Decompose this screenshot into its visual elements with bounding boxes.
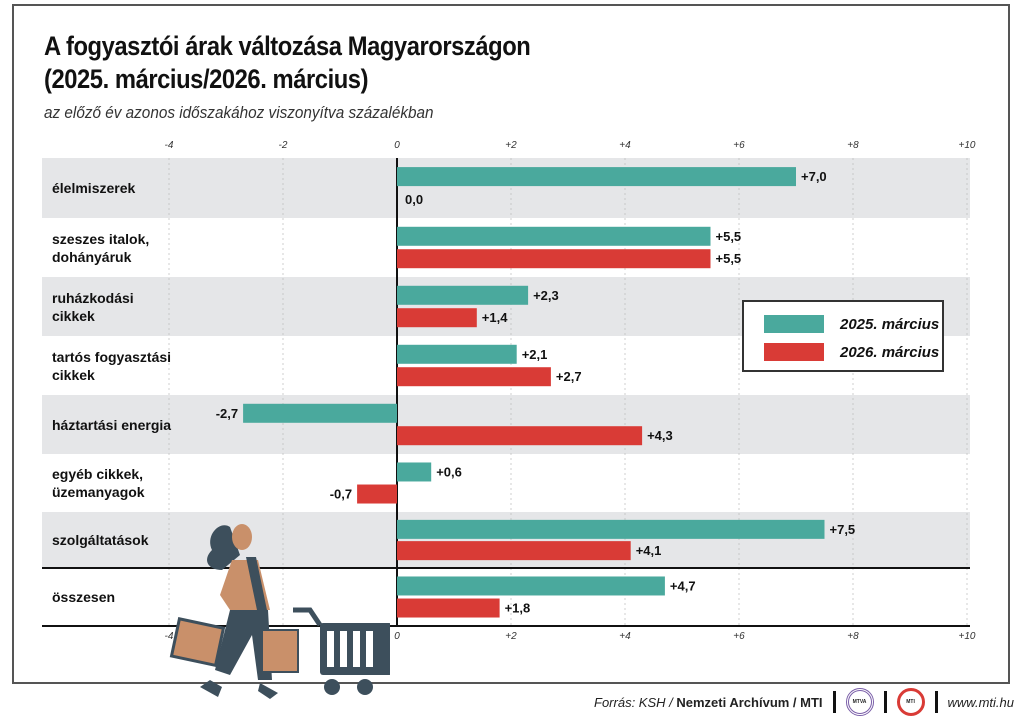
- legend-swatch-2025: [764, 315, 824, 333]
- bar-2025: [243, 403, 397, 423]
- category-label: háztartási energia: [52, 416, 173, 434]
- category-label: élelmiszerek: [52, 179, 137, 197]
- tick-label: -4: [165, 631, 174, 642]
- category-label: ruházkodási cikkek: [52, 289, 136, 325]
- row-background: [42, 158, 970, 218]
- source-bold: Nemzeti Archívum / MTI: [676, 694, 823, 710]
- data-label: +0,6: [436, 464, 462, 479]
- tick-label: +6: [733, 631, 745, 642]
- legend-item-2026: 2026. március: [764, 343, 939, 361]
- woman-figure: [200, 524, 278, 699]
- category-label: szeszes italok, dohányáruk: [52, 230, 151, 266]
- divider: [934, 691, 938, 713]
- category-label-line: tartós fogyasztási: [52, 348, 172, 365]
- bar-2025: [397, 576, 665, 596]
- data-label: +7,0: [801, 169, 827, 184]
- bar-2026: [397, 541, 631, 561]
- shopper-illustration: [169, 524, 390, 699]
- data-label: +4,1: [636, 543, 662, 558]
- category-label-line: szeszes italok,: [52, 230, 150, 247]
- data-label: +2,1: [522, 347, 548, 362]
- bar-2026: [397, 426, 643, 446]
- data-label: +1,4: [482, 310, 508, 325]
- category-label: szolgáltatások: [52, 531, 150, 549]
- data-label: +1,8: [505, 601, 531, 616]
- source-text: Forrás: KSH / Nemzeti Archívum / MTI: [594, 695, 823, 710]
- bar-2025: [397, 462, 432, 482]
- tick-label: -2: [279, 140, 288, 151]
- bar-2026: [397, 367, 551, 387]
- category-label-line: ruházkodási: [52, 289, 134, 306]
- shopping-cart-icon: [293, 607, 390, 695]
- data-label: +7,5: [830, 522, 856, 537]
- data-label: +2,7: [556, 369, 582, 384]
- bar-2026: [357, 484, 397, 504]
- shopping-bag-right: [261, 629, 299, 673]
- tick-label: -4: [165, 140, 174, 151]
- legend-item-2025: 2025. március: [764, 315, 939, 333]
- category-label-line: élelmiszerek: [52, 180, 136, 196]
- data-label: -2,7: [216, 406, 238, 421]
- divider: [883, 691, 887, 713]
- bar-2026: [397, 598, 500, 618]
- bar-2026: [397, 249, 711, 269]
- tick-label: +8: [847, 140, 859, 151]
- bar-2025: [397, 167, 796, 187]
- legend-label-2026: 2026. március: [840, 343, 940, 361]
- bar-2025: [397, 285, 529, 305]
- category-label-line: háztartási energia: [52, 416, 172, 433]
- legend-label-2025: 2025. március: [840, 315, 940, 333]
- bar-2025: [397, 519, 825, 539]
- category-label-line: összesen: [52, 589, 116, 605]
- source-prefix: Forrás: KSH /: [594, 694, 677, 710]
- tick-label: +4: [619, 140, 631, 151]
- tick-label: 0: [394, 140, 400, 151]
- title-line-2: (2025. március/2026. március): [44, 64, 369, 94]
- divider: [832, 691, 836, 713]
- data-label: +4,7: [670, 578, 696, 593]
- mti-logo-text: MTI: [906, 699, 915, 705]
- data-label: -0,7: [330, 487, 352, 502]
- tick-label: 0: [394, 631, 400, 642]
- data-label: +2,3: [533, 288, 559, 303]
- category-label-line: dohányáruk: [52, 248, 132, 265]
- category-label: összesen: [52, 588, 117, 606]
- category-label: tartós fogyasztási cikkek: [52, 348, 173, 384]
- website-link[interactable]: www.mti.hu: [947, 694, 1014, 710]
- category-label-line: cikkek: [52, 307, 95, 324]
- legend: 2025. március 2026. március: [742, 300, 944, 372]
- data-label: +5,5: [716, 229, 742, 244]
- category-label-line: üzemanyagok: [52, 484, 145, 500]
- tick-label: +2: [505, 631, 517, 642]
- category-label: egyéb cikkek, üzemanyagok: [52, 465, 147, 501]
- chart-title: A fogyasztói árak változása Magyarország…: [44, 30, 531, 96]
- tick-label: +6: [733, 140, 745, 151]
- category-label-line: cikkek: [52, 366, 95, 383]
- title-line-1: A fogyasztói árak változása Magyarország…: [44, 31, 531, 61]
- bar-2026: [397, 308, 477, 328]
- data-label: +4,3: [647, 428, 673, 443]
- category-label-line: egyéb cikkek,: [52, 466, 144, 482]
- bar-2025: [397, 226, 711, 246]
- legend-swatch-2026: [764, 343, 824, 361]
- mtva-logo-text: MTVA: [852, 699, 867, 705]
- bar-2025: [397, 344, 517, 364]
- footer: Forrás: KSH / Nemzeti Archívum / MTI MTV…: [594, 688, 1014, 716]
- tick-label: +4: [619, 631, 631, 642]
- shopping-bag-left: [169, 617, 226, 668]
- category-label-line: szolgáltatások: [52, 532, 149, 548]
- mti-logo: MTI: [896, 688, 925, 716]
- mtva-logo: MTVA: [845, 688, 874, 716]
- data-label: +5,5: [716, 251, 742, 266]
- tick-label: +10: [959, 631, 976, 642]
- tick-label: +10: [959, 140, 976, 151]
- data-label: 0,0: [405, 192, 423, 207]
- tick-label: +2: [505, 140, 517, 151]
- chart-subtitle: az előző év azonos időszakához viszonyít…: [44, 103, 434, 122]
- tick-label: +8: [847, 631, 859, 642]
